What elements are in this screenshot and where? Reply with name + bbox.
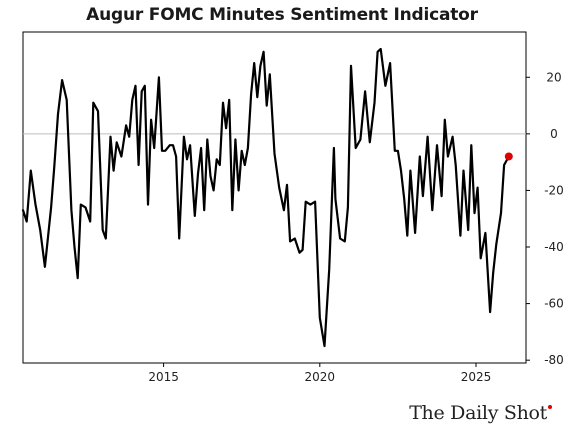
y-tick-label: 20: [546, 70, 561, 84]
x-tick-label: 2015: [148, 370, 179, 384]
watermark-dot-icon: [548, 405, 552, 409]
axis-ticks: 20 0 -20 -40 -60 -80 2015 2020 2025: [148, 70, 563, 384]
chart-title: Augur FOMC Minutes Sentiment Indicator: [86, 5, 478, 25]
x-tick-label: 2020: [305, 370, 336, 384]
y-tick-label: -40: [544, 240, 564, 254]
watermark-logo: The Daily Shot: [409, 402, 552, 424]
y-tick-label: -60: [544, 297, 564, 311]
plot-frame: [22, 31, 527, 364]
x-tick-label: 2025: [461, 370, 492, 384]
series-line: [21, 47, 510, 348]
y-tick-label: -20: [544, 183, 564, 197]
y-tick-label: -80: [544, 353, 564, 367]
y-tick-label: 0: [550, 127, 558, 141]
watermark-text: The Daily Shot: [409, 402, 547, 424]
last-point-marker: [504, 152, 513, 161]
